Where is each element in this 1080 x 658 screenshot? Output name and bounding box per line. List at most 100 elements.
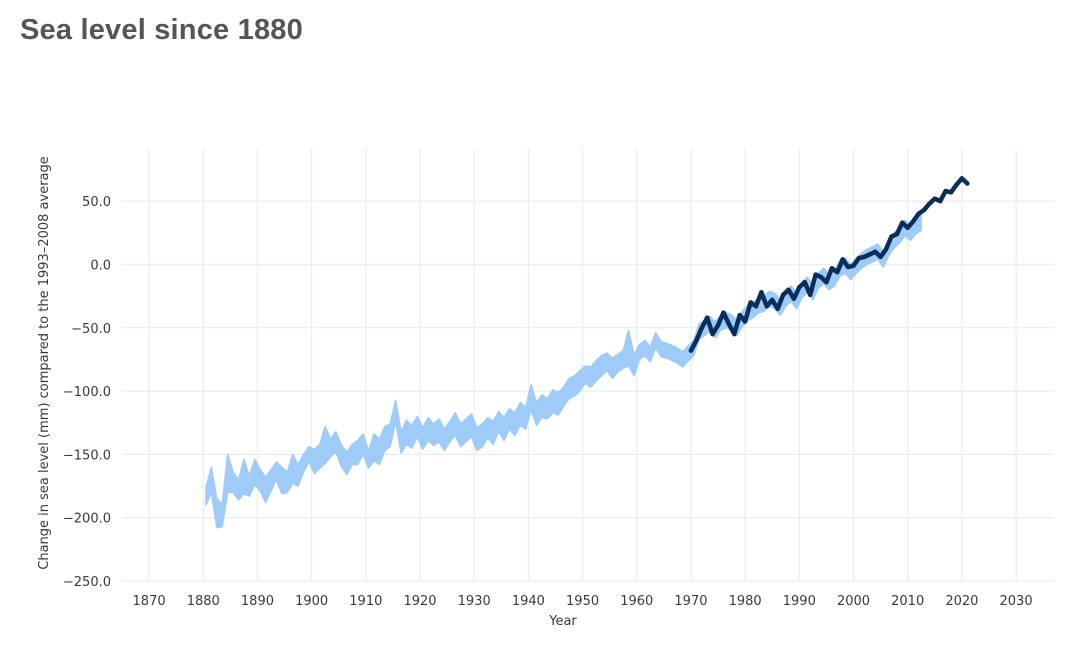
- line-point: [710, 331, 715, 337]
- band-point: [541, 405, 543, 408]
- line-point: [791, 296, 797, 301]
- line-point: [883, 247, 889, 252]
- band-point: [421, 437, 424, 439]
- band-point: [416, 425, 419, 428]
- line-point: [742, 319, 748, 324]
- band-point: [508, 418, 511, 420]
- line-point: [872, 249, 878, 255]
- x-tick-label: 1910: [349, 594, 382, 609]
- band-point: [665, 349, 668, 352]
- band-point: [660, 348, 662, 351]
- line-point: [780, 292, 786, 298]
- line-point: [867, 252, 872, 257]
- band-point: [638, 351, 641, 353]
- line-point: [856, 255, 862, 261]
- band-point: [253, 471, 256, 473]
- line-point: [759, 290, 764, 295]
- band-point: [329, 447, 332, 449]
- band-point: [633, 364, 635, 367]
- x-tick-label: 1930: [458, 594, 491, 609]
- line-point: [959, 176, 965, 181]
- line-point: [932, 196, 937, 201]
- band-point: [313, 461, 316, 463]
- band-point: [524, 416, 527, 419]
- band-point: [882, 258, 885, 261]
- band-point: [481, 434, 484, 437]
- line-point: [802, 280, 807, 285]
- band-point: [579, 380, 581, 382]
- band-point: [394, 409, 397, 411]
- band-point: [476, 438, 478, 440]
- line-point: [927, 201, 932, 206]
- line-point: [786, 287, 791, 293]
- line-point: [835, 269, 840, 275]
- band-point: [216, 513, 218, 515]
- y-tick-label: 0.0: [90, 258, 111, 273]
- band-point: [427, 428, 429, 430]
- band-point: [898, 234, 901, 237]
- band-point: [768, 297, 771, 300]
- y-tick-label: −250.0: [63, 575, 111, 590]
- band-point: [237, 489, 240, 491]
- line-point: [905, 225, 910, 230]
- band-point: [362, 443, 364, 446]
- line-point: [851, 263, 856, 268]
- band-point: [438, 429, 440, 432]
- x-tick-label: 1980: [729, 594, 762, 609]
- line-point: [921, 207, 927, 213]
- band-point: [286, 481, 289, 484]
- line-point: [715, 323, 721, 328]
- band-point: [324, 451, 326, 453]
- band-point: [308, 453, 310, 456]
- y-axis-ticks: −250.0 −200.0 −150.0 −100.0 −50.0 0.0 50.0: [63, 195, 111, 590]
- line-point: [705, 315, 710, 320]
- y-axis-title: Change in sea level (mm) compared to the…: [37, 156, 52, 570]
- band-point: [486, 427, 489, 429]
- band-point: [833, 277, 836, 280]
- band-point: [622, 358, 625, 361]
- band-point: [611, 367, 614, 370]
- line-point: [840, 257, 845, 262]
- band-point: [346, 462, 348, 465]
- band-point: [915, 225, 917, 228]
- line-point: [948, 190, 954, 195]
- line-point: [797, 285, 802, 290]
- band-point: [221, 515, 224, 518]
- x-tick-label: 1970: [674, 594, 707, 609]
- chart-grid: [122, 148, 1054, 582]
- line-point: [732, 331, 737, 337]
- band-point: [356, 452, 359, 454]
- band-point: [302, 462, 305, 465]
- line-point: [688, 348, 694, 353]
- x-tick-label: 1920: [403, 594, 436, 609]
- line-point: [764, 304, 770, 309]
- band-point: [351, 453, 354, 456]
- band-point: [367, 458, 370, 461]
- x-axis-ticks: 1870 1880 1890 1900 1910 1920 1930 1940 1950 1960…: [133, 594, 1033, 609]
- band-point: [676, 354, 679, 357]
- band-point: [503, 428, 505, 430]
- band-point: [920, 221, 923, 224]
- band-point: [546, 408, 549, 410]
- x-tick-label: 2030: [1000, 594, 1033, 609]
- line-point: [862, 254, 867, 260]
- y-tick-label: −150.0: [63, 448, 111, 463]
- band-point: [465, 429, 467, 432]
- x-axis-title: Year: [548, 614, 577, 629]
- band-point: [248, 485, 251, 487]
- band-point: [318, 456, 321, 458]
- y-tick-label: 50.0: [82, 195, 111, 210]
- x-tick-label: 1870: [133, 594, 166, 609]
- band-point: [205, 495, 207, 497]
- band-point: [400, 440, 402, 443]
- line-point: [829, 266, 835, 271]
- band-point: [232, 481, 234, 484]
- band-point: [752, 309, 755, 311]
- band-point: [557, 402, 559, 405]
- band-point: [259, 478, 261, 481]
- band-point: [470, 424, 473, 427]
- line-point: [954, 182, 959, 187]
- band-point: [378, 451, 381, 453]
- x-tick-label: 2000: [837, 594, 870, 609]
- band-point: [514, 423, 516, 425]
